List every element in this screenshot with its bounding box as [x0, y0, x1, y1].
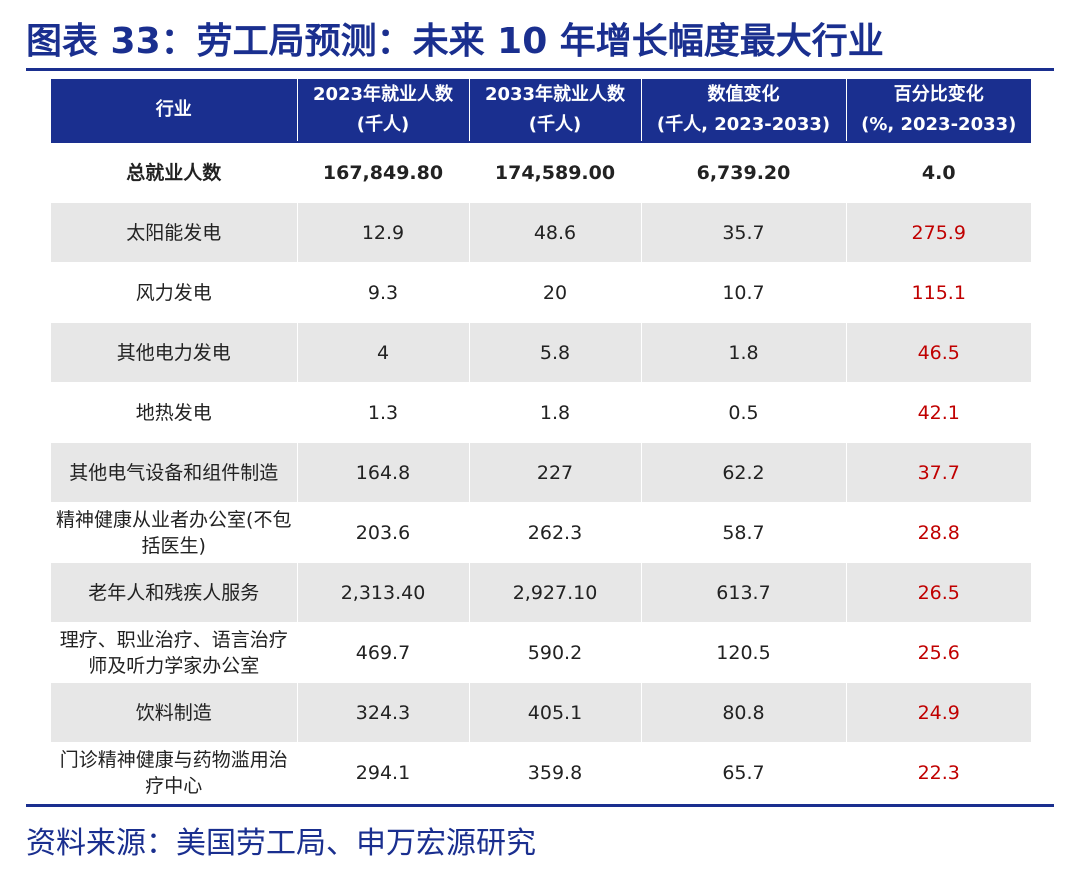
cell-industry: 其他电气设备和组件制造: [51, 442, 297, 503]
cell-emp-2033: 2,927.10: [468, 562, 641, 623]
table-row: 精神健康从业者办公室(不包括医生) 203.6 262.3 58.7 28.8: [51, 502, 1031, 563]
cell-emp-2033: 359.8: [468, 742, 641, 802]
cell-percent-change: 22.3: [845, 742, 1031, 802]
cell-value-change: 10.7: [640, 262, 846, 323]
cell-industry: 太阳能发电: [51, 202, 297, 263]
cell-industry: 饮料制造: [51, 682, 297, 743]
cell-emp-2033: 262.3: [468, 502, 641, 563]
cell-percent-change: 26.5: [845, 562, 1031, 623]
table-row: 风力发电 9.3 20 10.7 115.1: [51, 262, 1031, 323]
cell-percent-change: 4.0: [845, 141, 1031, 203]
table-row: 其他电气设备和组件制造 164.8 227 62.2 37.7: [51, 442, 1031, 503]
cell-emp-2023: 324.3: [296, 682, 469, 743]
table-row: 太阳能发电 12.9 48.6 35.7 275.9: [51, 202, 1031, 263]
cell-emp-2033: 20: [468, 262, 641, 323]
cell-value-change: 58.7: [640, 502, 846, 563]
table-header-row: 行业 2023年就业人数 (千人) 2033年就业人数 (千人) 数值变化 (千人, …: [51, 79, 1031, 142]
cell-value-change: 35.7: [640, 202, 846, 263]
cell-emp-2023: 164.8: [296, 442, 469, 503]
page-title: 图表 33：劳工局预测：未来 10 年增长幅度最大行业: [26, 21, 884, 62]
cell-percent-change: 42.1: [845, 382, 1031, 443]
cell-emp-2033: 590.2: [468, 622, 641, 683]
cell-value-change: 120.5: [640, 622, 846, 683]
cell-emp-2033: 48.6: [468, 202, 641, 263]
cell-value-change: 613.7: [640, 562, 846, 623]
cell-emp-2023: 4: [296, 322, 469, 383]
header-emp-2023: 2023年就业人数 (千人): [296, 79, 469, 142]
source-note: 资料来源：美国劳工局、申万宏源研究: [26, 826, 536, 861]
table-row-total: 总就业人数 167,849.80 174,589.00 6,739.20 4.0: [51, 141, 1031, 203]
cell-value-change: 6,739.20: [640, 141, 846, 203]
cell-industry: 理疗、职业治疗、语言治疗师及听力学家办公室: [51, 622, 297, 683]
cell-value-change: 1.8: [640, 322, 846, 383]
cell-percent-change: 24.9: [845, 682, 1031, 743]
cell-emp-2023: 2,313.40: [296, 562, 469, 623]
table-row: 门诊精神健康与药物滥用治疗中心 294.1 359.8 65.7 22.3: [51, 742, 1031, 802]
cell-emp-2033: 5.8: [468, 322, 641, 383]
cell-emp-2023: 1.3: [296, 382, 469, 443]
cell-percent-change: 46.5: [845, 322, 1031, 383]
cell-value-change: 80.8: [640, 682, 846, 743]
cell-industry: 风力发电: [51, 262, 297, 323]
table-row: 地热发电 1.3 1.8 0.5 42.1: [51, 382, 1031, 443]
cell-emp-2033: 1.8: [468, 382, 641, 443]
cell-percent-change: 25.6: [845, 622, 1031, 683]
cell-emp-2023: 294.1: [296, 742, 469, 802]
header-emp-2033: 2033年就业人数 (千人): [468, 79, 641, 142]
cell-emp-2023: 469.7: [296, 622, 469, 683]
table-row: 理疗、职业治疗、语言治疗师及听力学家办公室 469.7 590.2 120.5 …: [51, 622, 1031, 683]
cell-industry: 其他电力发电: [51, 322, 297, 383]
industry-employment-table: 行业 2023年就业人数 (千人) 2033年就业人数 (千人) 数值变化 (千人, …: [51, 79, 1031, 802]
title-divider: [26, 68, 1054, 71]
cell-emp-2023: 9.3: [296, 262, 469, 323]
cell-emp-2033: 227: [468, 442, 641, 503]
header-value-change: 数值变化 (千人, 2023-2033): [640, 79, 846, 142]
cell-value-change: 0.5: [640, 382, 846, 443]
cell-value-change: 65.7: [640, 742, 846, 802]
cell-percent-change: 115.1: [845, 262, 1031, 323]
table-row: 饮料制造 324.3 405.1 80.8 24.9: [51, 682, 1031, 743]
cell-emp-2033: 174,589.00: [468, 141, 641, 203]
table-row: 其他电力发电 4 5.8 1.8 46.5: [51, 322, 1031, 383]
cell-percent-change: 37.7: [845, 442, 1031, 503]
cell-emp-2023: 167,849.80: [296, 141, 469, 203]
cell-percent-change: 28.8: [845, 502, 1031, 563]
cell-percent-change: 275.9: [845, 202, 1031, 263]
cell-industry: 老年人和残疾人服务: [51, 562, 297, 623]
cell-industry: 门诊精神健康与药物滥用治疗中心: [51, 742, 297, 802]
cell-industry: 精神健康从业者办公室(不包括医生): [51, 502, 297, 563]
header-percent-change: 百分比变化 (%, 2023-2033): [845, 79, 1031, 142]
table-bottom-divider: [26, 804, 1054, 807]
cell-emp-2023: 203.6: [296, 502, 469, 563]
cell-emp-2023: 12.9: [296, 202, 469, 263]
cell-value-change: 62.2: [640, 442, 846, 503]
cell-industry: 总就业人数: [51, 141, 297, 203]
cell-industry: 地热发电: [51, 382, 297, 443]
table-row: 老年人和残疾人服务 2,313.40 2,927.10 613.7 26.5: [51, 562, 1031, 623]
header-industry: 行业: [51, 79, 297, 142]
cell-emp-2033: 405.1: [468, 682, 641, 743]
